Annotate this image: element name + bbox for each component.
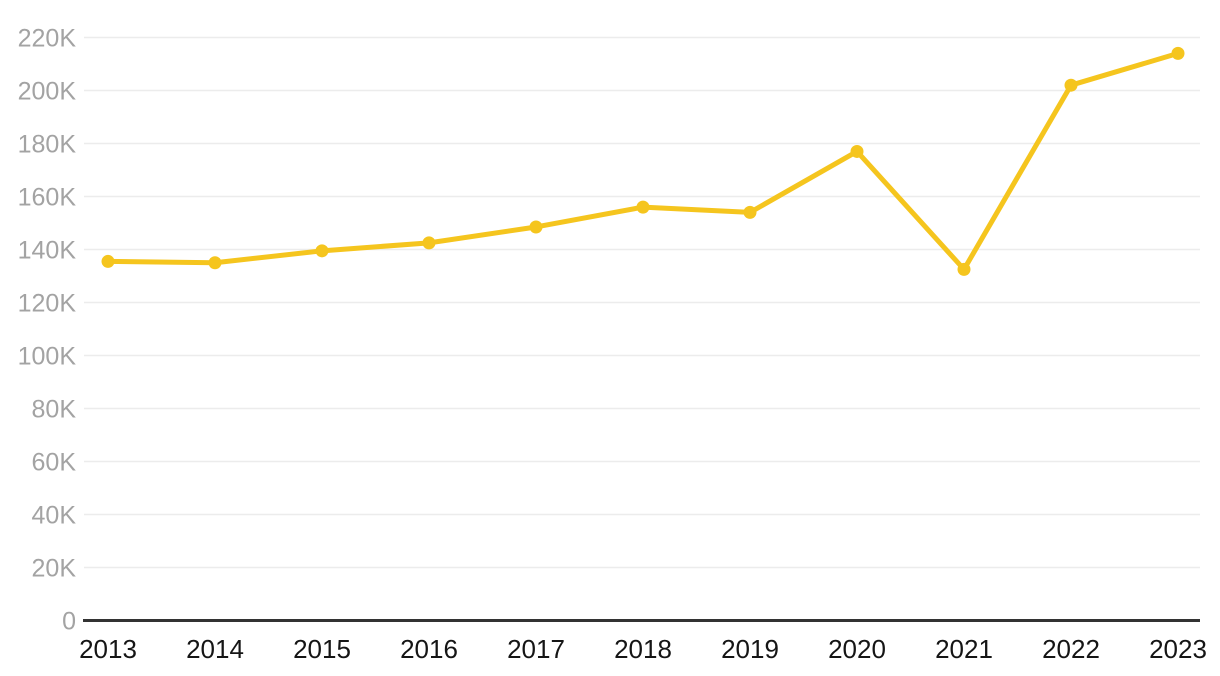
x-tick-label: 2017 <box>507 634 565 664</box>
y-tick-label: 20K <box>32 555 77 583</box>
data-point <box>422 236 436 250</box>
y-tick-label: 120K <box>18 290 77 318</box>
data-point <box>208 256 222 270</box>
y-tick-label: 220K <box>18 25 77 53</box>
y-tick-label: 140K <box>18 237 77 265</box>
y-tick-label: 200K <box>18 78 77 106</box>
y-tick-label: 0 <box>62 608 76 636</box>
data-point <box>636 200 650 214</box>
y-tick-label: 160K <box>18 184 77 212</box>
x-tick-label: 2019 <box>721 634 779 664</box>
data-point <box>529 220 543 234</box>
y-tick-label: 180K <box>18 131 77 159</box>
x-tick-label: 2014 <box>186 634 244 664</box>
x-tick-label: 2022 <box>1042 634 1100 664</box>
data-point <box>1064 78 1078 92</box>
data-point <box>957 262 971 276</box>
data-point <box>850 144 864 158</box>
x-tick-label: 2020 <box>828 634 886 664</box>
data-point <box>101 254 115 268</box>
data-point <box>315 244 329 258</box>
data-point <box>743 205 757 219</box>
x-tick-label: 2023 <box>1149 634 1207 664</box>
y-tick-label: 80K <box>32 396 77 424</box>
x-tick-label: 2018 <box>614 634 672 664</box>
y-tick-label: 40K <box>32 502 77 530</box>
data-point <box>1171 46 1185 60</box>
x-tick-label: 2021 <box>935 634 993 664</box>
x-tick-label: 2013 <box>79 634 137 664</box>
y-tick-label: 100K <box>18 343 77 371</box>
x-tick-label: 2016 <box>400 634 458 664</box>
y-tick-label: 60K <box>32 449 77 477</box>
x-tick-label: 2015 <box>293 634 351 664</box>
